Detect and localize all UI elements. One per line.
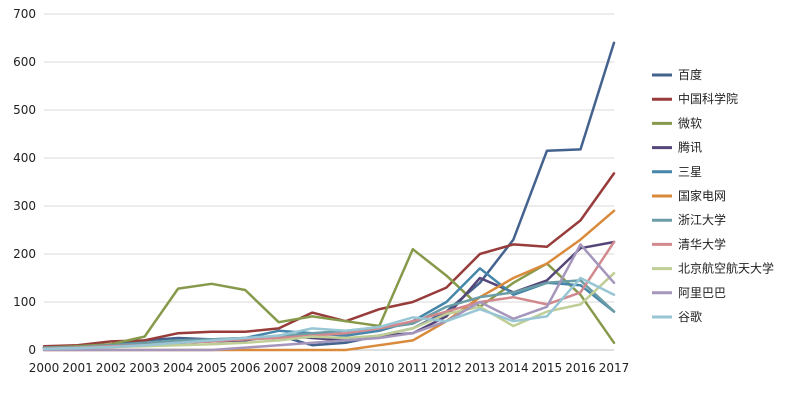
x-tick-label: 2004 xyxy=(163,361,194,375)
x-tick-label: 2010 xyxy=(364,361,395,375)
x-tick-label: 2002 xyxy=(96,361,127,375)
series-line-8 xyxy=(42,271,616,351)
y-tick-label: 300 xyxy=(13,199,36,213)
x-tick-label: 2008 xyxy=(297,361,328,375)
x-tick-label: 2017 xyxy=(599,361,630,375)
legend-label: 中国科学院 xyxy=(678,91,738,106)
legend-label: 三星 xyxy=(678,165,702,179)
x-tick-label: 2016 xyxy=(565,361,596,375)
y-tick-label: 100 xyxy=(13,295,36,309)
y-tick-label: 200 xyxy=(13,247,36,261)
series-line-9 xyxy=(42,243,616,352)
x-tick-label: 2015 xyxy=(532,361,563,375)
y-tick-label: 600 xyxy=(13,55,36,69)
x-tick-label: 2014 xyxy=(498,361,529,375)
series-line-2 xyxy=(42,247,616,349)
legend-label: 腾讯 xyxy=(678,140,702,155)
x-tick-label: 2005 xyxy=(196,361,227,375)
x-tick-label: 2009 xyxy=(330,361,361,375)
grid-layer xyxy=(44,13,614,351)
x-tick-label: 2007 xyxy=(263,361,294,375)
y-tick-label: 0 xyxy=(28,343,36,357)
legend-label: 百度 xyxy=(678,67,702,82)
legend-label: 浙江大学 xyxy=(678,212,726,227)
series-line-10 xyxy=(42,276,616,351)
x-tick-label: 2003 xyxy=(129,361,160,375)
x-tick-label: 2000 xyxy=(29,361,60,375)
series-layer xyxy=(42,41,616,352)
x-tick-label: 2001 xyxy=(62,361,93,375)
legend-label: 阿里巴巴 xyxy=(678,286,726,300)
y-tick-label: 400 xyxy=(13,151,36,165)
y-tick-label: 500 xyxy=(13,103,36,117)
series-line-1 xyxy=(42,172,616,348)
legend-label: 清华大学 xyxy=(678,236,726,251)
x-tick-label: 2006 xyxy=(230,361,261,375)
legend-label: 谷歌 xyxy=(678,309,702,324)
x-tick-label: 2012 xyxy=(431,361,462,375)
legend-label: 微软 xyxy=(678,116,702,130)
x-tick-label: 2011 xyxy=(398,361,429,375)
legend-label: 国家电网 xyxy=(678,188,726,203)
x-tick-label: 2013 xyxy=(465,361,496,375)
series-line-6 xyxy=(42,279,616,349)
y-tick-label: 700 xyxy=(13,7,36,21)
legend-label: 北京航空航天大学 xyxy=(678,261,774,276)
